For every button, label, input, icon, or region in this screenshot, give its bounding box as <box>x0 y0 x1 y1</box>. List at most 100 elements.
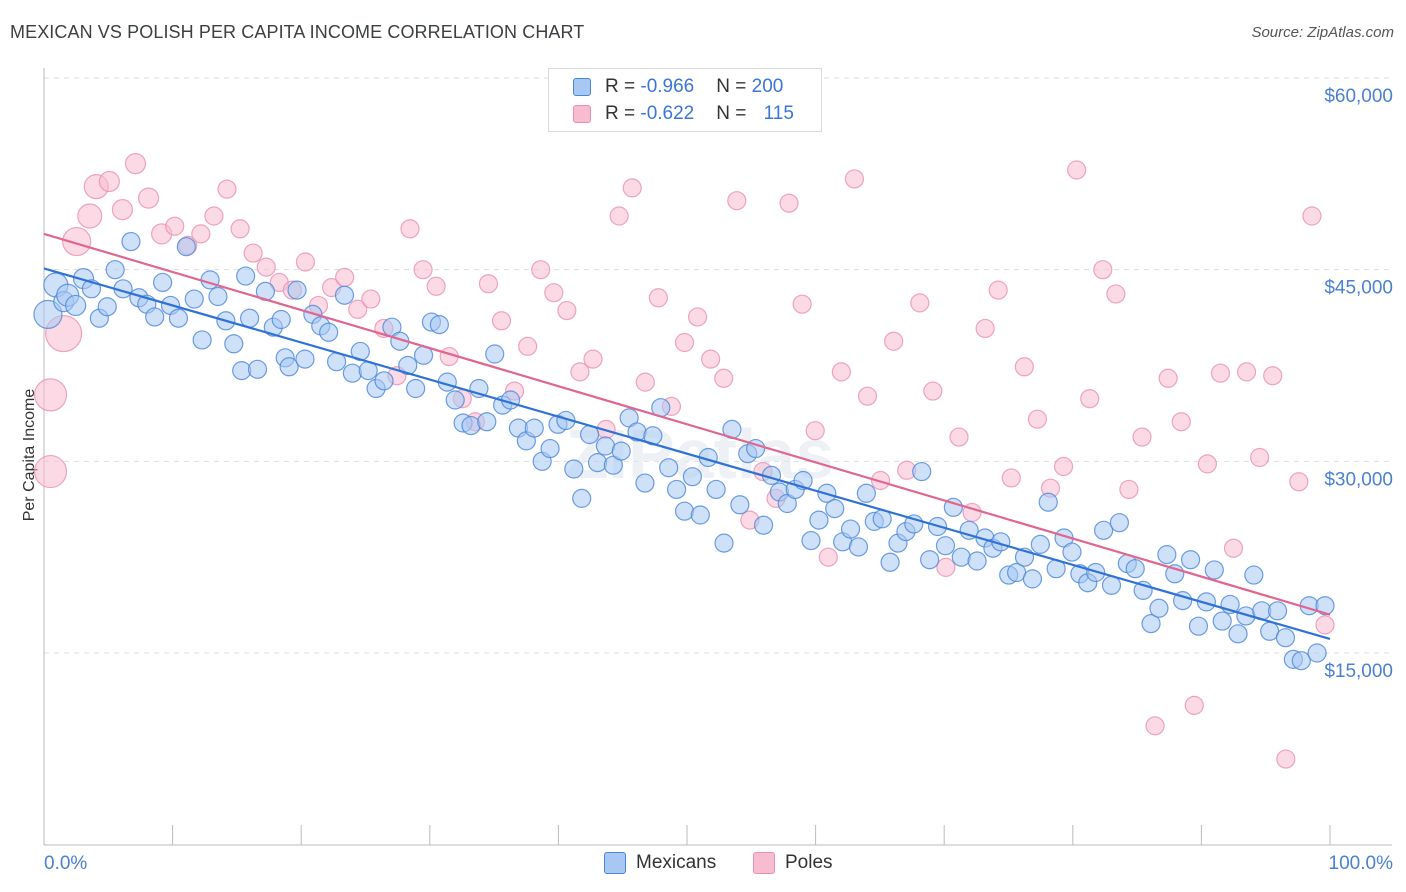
mexicans-point <box>1291 651 1311 671</box>
mexicans-point <box>105 260 125 280</box>
series-legend: Mexicans Poles <box>0 852 1406 876</box>
poles-point <box>62 226 92 257</box>
poles-point <box>1250 447 1270 468</box>
x-tick-label-min: 0.0% <box>44 853 87 874</box>
mexicans-legend-label: Mexicans <box>636 852 717 873</box>
axes: ZIPatlas <box>43 68 1392 846</box>
poles-n-value: 115 <box>763 103 794 124</box>
poles-point <box>1236 362 1257 382</box>
poles-point <box>217 179 237 199</box>
legend-item-poles[interactable]: Poles <box>753 852 833 874</box>
mexicans-point <box>1149 598 1169 618</box>
mexicans-point <box>912 461 932 482</box>
mexicans-point <box>145 307 165 327</box>
poles-point <box>1263 366 1283 386</box>
mexicans-point <box>690 505 710 525</box>
poles-r-label: R = <box>605 103 641 124</box>
mexicans-point <box>1315 596 1335 616</box>
mexicans-point <box>635 473 655 493</box>
poles-point <box>191 224 211 244</box>
poles-point <box>518 336 538 356</box>
poles-point <box>531 260 551 280</box>
poles-point <box>478 274 499 294</box>
mexicans-point <box>951 547 971 567</box>
mexicans-point <box>959 520 979 540</box>
mexicans-point <box>232 361 252 381</box>
poles-r-value: -0.622 <box>640 103 695 124</box>
mexicans-point <box>856 483 876 503</box>
poles-point <box>936 557 956 577</box>
mexicans-point <box>706 479 726 500</box>
poles-point <box>910 293 930 313</box>
poles-point <box>805 421 825 441</box>
mexicans-point <box>1030 534 1050 554</box>
mexicans-point <box>1228 624 1248 644</box>
poles-point <box>1210 363 1231 383</box>
poles-point <box>1027 409 1048 429</box>
mexicans-point <box>97 297 117 317</box>
poles-point <box>975 318 995 339</box>
mexicans-point <box>682 467 703 487</box>
poles-point <box>1001 468 1021 488</box>
mexicans-point <box>121 231 141 252</box>
mexicans-point <box>611 441 631 461</box>
mexicans-legend-swatch <box>604 852 626 874</box>
poles-point <box>335 267 355 287</box>
mexicans-point <box>1267 601 1288 621</box>
mexicans-point <box>825 499 845 519</box>
poles-point <box>491 311 512 331</box>
mexicans-point <box>809 510 829 530</box>
poles-point <box>544 283 564 303</box>
mexicans-point <box>279 357 299 377</box>
mexicans-r-value: -0.966 <box>640 76 695 97</box>
mexicans-point <box>1204 560 1224 580</box>
poles-point <box>635 372 655 392</box>
mexicans-point <box>540 438 560 459</box>
legend-item-mexicans[interactable]: Mexicans <box>604 852 716 874</box>
poles-point <box>792 294 812 314</box>
poles-point <box>243 243 263 263</box>
poles-point <box>1171 412 1191 432</box>
poles-point <box>583 349 603 369</box>
mexicans-point <box>445 390 465 410</box>
mexicans-point <box>271 309 291 330</box>
legend-row-poles: R = -0.622 N = 115 <box>573 102 794 126</box>
mexicans-point <box>176 237 196 257</box>
mexicans-swatch <box>573 78 591 96</box>
poles-point <box>1014 357 1034 377</box>
poles-point <box>33 454 68 489</box>
mexicans-point <box>342 363 362 383</box>
mexicans-point <box>666 479 687 500</box>
mexicans-point <box>730 495 750 515</box>
poles-point <box>33 378 68 412</box>
mexicans-point <box>239 308 260 328</box>
poles-point <box>1197 454 1217 474</box>
poles-point <box>884 331 904 351</box>
mexicans-point <box>1038 492 1058 512</box>
mexicans-point <box>208 286 228 307</box>
poles-point <box>557 300 577 321</box>
poles-point <box>1106 284 1126 304</box>
poles-point <box>714 368 734 388</box>
mexicans-n-value: 200 <box>751 76 784 97</box>
mexicans-point <box>1125 559 1145 579</box>
mexicans-point <box>1157 545 1177 565</box>
poles-point <box>230 219 250 239</box>
mexicans-r-label: R = <box>605 76 641 97</box>
mexicans-point <box>753 515 774 535</box>
chart-source: Source: ZipAtlas.com <box>1251 24 1394 41</box>
trend-lines <box>43 232 1331 641</box>
mexicans-point <box>485 344 505 364</box>
poles-point <box>111 199 134 221</box>
poles-point <box>701 349 721 369</box>
mexicans-point <box>524 418 544 438</box>
mexicans-point <box>398 355 418 376</box>
mexicans-point <box>1101 575 1122 595</box>
mexicans-point <box>967 551 987 571</box>
poles-point <box>923 381 943 401</box>
poles-point <box>818 547 838 567</box>
mexicans-point <box>200 270 220 290</box>
mexicans-point <box>168 308 189 328</box>
poles-point <box>98 170 120 193</box>
